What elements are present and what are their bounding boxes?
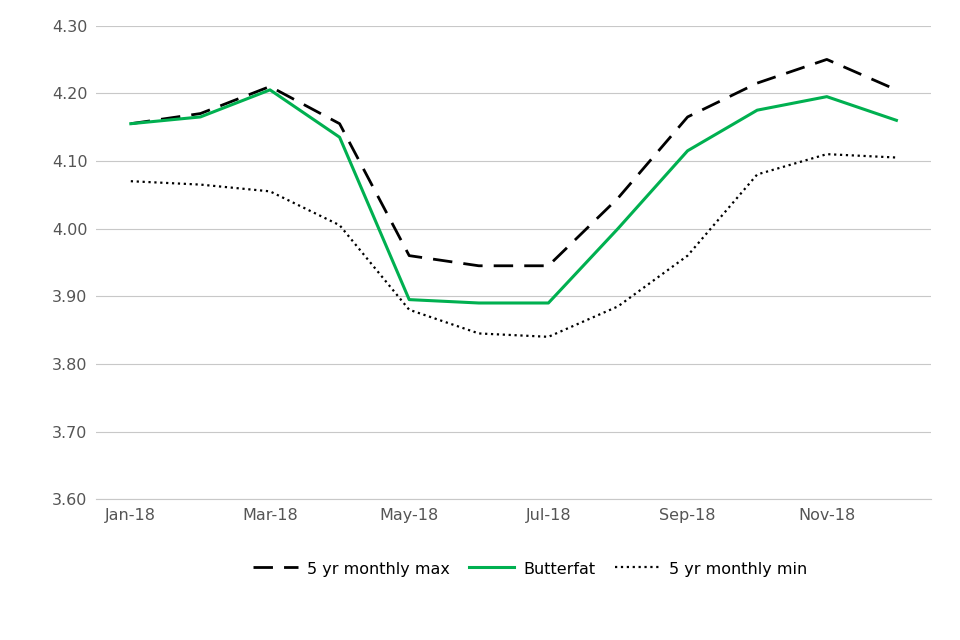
Line: 5 yr monthly max: 5 yr monthly max xyxy=(131,60,897,266)
5 yr monthly min xyxy=(403,306,415,314)
5 yr monthly max xyxy=(682,113,693,121)
Butterfat xyxy=(682,147,693,155)
Butterfat xyxy=(542,299,554,307)
Butterfat xyxy=(612,225,624,232)
Butterfat xyxy=(891,116,902,124)
Butterfat xyxy=(264,86,276,93)
Butterfat xyxy=(195,113,206,121)
Butterfat xyxy=(403,296,415,303)
5 yr monthly max xyxy=(612,195,624,202)
Butterfat xyxy=(125,120,136,127)
Butterfat xyxy=(821,93,832,100)
5 yr monthly min xyxy=(752,171,763,179)
5 yr monthly max xyxy=(334,120,346,127)
5 yr monthly max xyxy=(403,252,415,259)
5 yr monthly min xyxy=(264,188,276,195)
Butterfat xyxy=(752,106,763,114)
5 yr monthly min xyxy=(682,252,693,259)
5 yr monthly max xyxy=(891,86,902,93)
5 yr monthly min xyxy=(542,333,554,340)
5 yr monthly max xyxy=(542,262,554,269)
Butterfat xyxy=(334,133,346,141)
5 yr monthly max xyxy=(125,120,136,127)
5 yr monthly min xyxy=(195,180,206,188)
Line: Butterfat: Butterfat xyxy=(131,90,897,303)
Butterfat xyxy=(473,299,485,307)
5 yr monthly max xyxy=(821,56,832,63)
5 yr monthly min xyxy=(821,150,832,158)
5 yr monthly min xyxy=(473,330,485,337)
5 yr monthly min xyxy=(334,221,346,229)
5 yr monthly min xyxy=(891,154,902,161)
5 yr monthly max xyxy=(752,79,763,87)
5 yr monthly min xyxy=(125,177,136,185)
5 yr monthly max xyxy=(264,83,276,90)
Legend: 5 yr monthly max, Butterfat, 5 yr monthly min: 5 yr monthly max, Butterfat, 5 yr monthl… xyxy=(247,554,814,583)
5 yr monthly max xyxy=(195,109,206,117)
Line: 5 yr monthly min: 5 yr monthly min xyxy=(131,154,897,337)
5 yr monthly min xyxy=(612,303,624,310)
5 yr monthly max xyxy=(473,262,485,269)
